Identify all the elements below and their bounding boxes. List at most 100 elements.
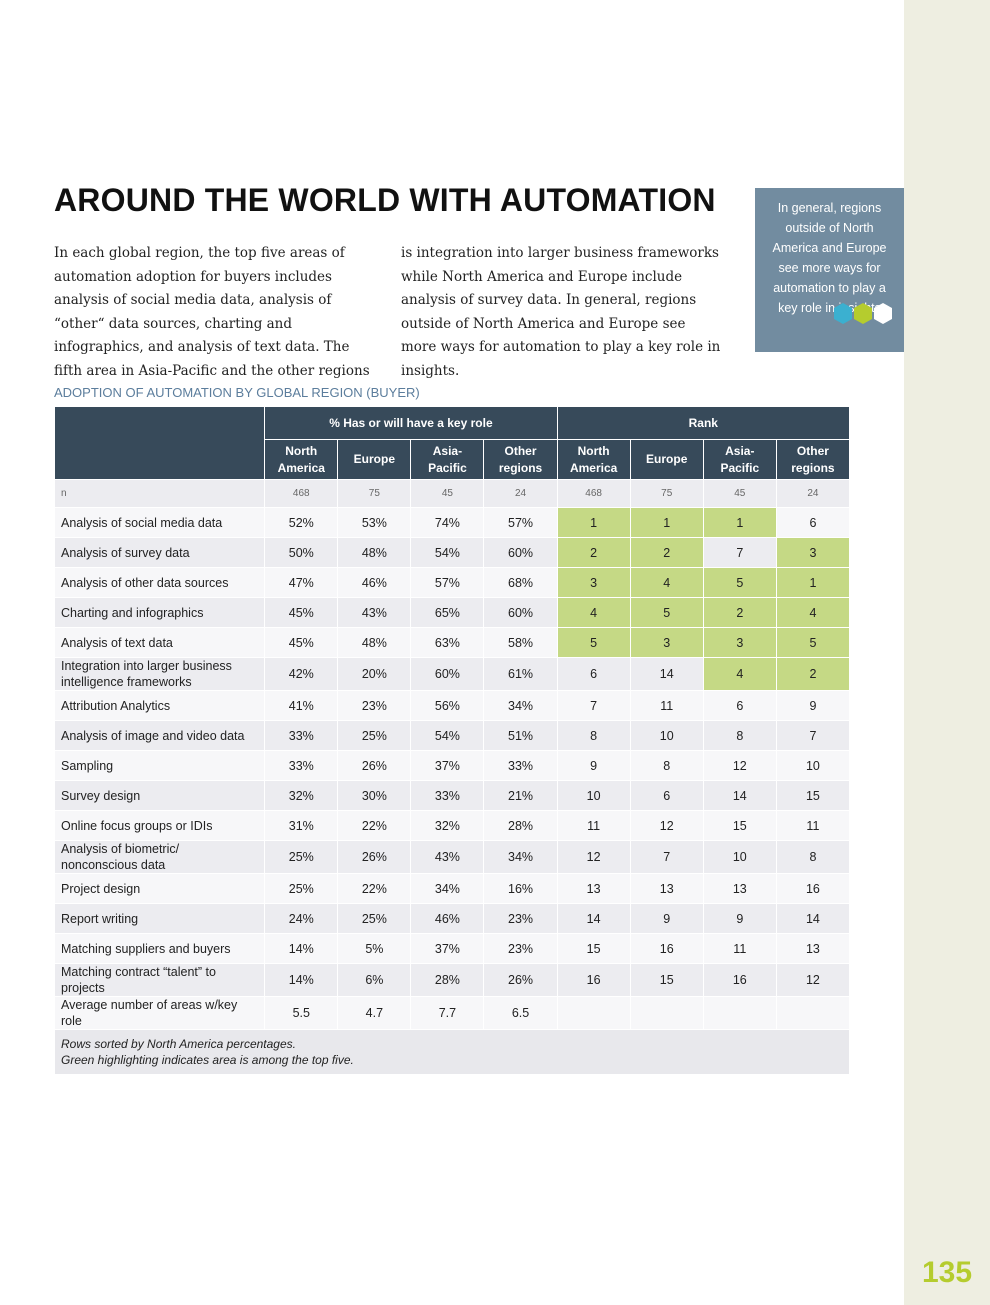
cell: 22%	[337, 810, 412, 841]
cell: 60%	[410, 657, 485, 691]
cell: 4	[702, 657, 777, 691]
cell: 8	[556, 720, 631, 751]
cell	[775, 996, 851, 1030]
cell: 12	[775, 963, 851, 997]
row-label: Analysis of survey data	[53, 537, 266, 568]
table-row: Analysis of other data sources 47% 46% 57% 6…	[53, 567, 851, 598]
cell: 75	[337, 479, 412, 508]
table-row: Analysis of text data 45% 48% 63% 58% 5 3 3 5	[53, 627, 851, 658]
cell: 48%	[337, 627, 412, 658]
cell: 34%	[483, 840, 558, 874]
cell: 26%	[337, 840, 412, 874]
row-label: Project design	[53, 873, 266, 904]
row-label: Average number of areas w/key role	[53, 996, 266, 1030]
cell: 3	[556, 567, 631, 598]
table-row: Project design 25% 22% 34% 16% 13 13 13 16	[53, 873, 851, 904]
cell: 7	[702, 537, 777, 568]
cell: 16	[629, 933, 704, 964]
cell: 1	[629, 507, 704, 538]
header-row: % Has or will have a key role Rank	[53, 406, 851, 480]
cell: 21%	[483, 780, 558, 811]
table-row: Report writing 24% 25% 46% 23% 14 9 9 14	[53, 903, 851, 934]
cell: 24	[775, 479, 851, 508]
cell: 14	[629, 657, 704, 691]
cell: 9	[775, 690, 851, 721]
cell: 54%	[410, 720, 485, 751]
cell: 60%	[483, 537, 558, 568]
row-label: Attribution Analytics	[53, 690, 266, 721]
cell: 8	[629, 750, 704, 781]
cell: 33%	[410, 780, 485, 811]
cell: 25%	[337, 903, 412, 934]
cell: 15	[775, 780, 851, 811]
cell: 6	[629, 780, 704, 811]
cell: 7	[556, 690, 631, 721]
cell: 12	[629, 810, 704, 841]
cell: 7	[629, 840, 704, 874]
header-corner	[53, 406, 266, 480]
cell: 43%	[410, 840, 485, 874]
cell	[556, 996, 631, 1030]
note: Green highlighting indicates area is amo…	[61, 1053, 354, 1067]
row-label: Analysis of text data	[53, 627, 266, 658]
group-header: Rank	[556, 406, 851, 440]
cell: 5%	[337, 933, 412, 964]
row-label: Analysis of image and video data	[53, 720, 266, 751]
table-row: Matching suppliers and buyers 14% 5% 37% 23%…	[53, 933, 851, 964]
cell: 14	[775, 903, 851, 934]
cell: 25%	[337, 720, 412, 751]
cell: 45%	[264, 627, 339, 658]
row-label: Analysis of other data sources	[53, 567, 266, 598]
cell: 3	[629, 627, 704, 658]
cell: 50%	[264, 537, 339, 568]
cell: 9	[702, 903, 777, 934]
page-title: AROUND THE WORLD WITH AUTOMATION	[54, 182, 716, 218]
table-row: Survey design 32% 30% 33% 21% 10 6 14 15	[53, 780, 851, 811]
cell: 31%	[264, 810, 339, 841]
cell: 4	[775, 597, 851, 628]
cell: 10	[556, 780, 631, 811]
cell: 33%	[483, 750, 558, 781]
cell: 16%	[483, 873, 558, 904]
column-header: Asia-Pacific	[702, 439, 777, 480]
table-row: Average number of areas w/key role 5.5 4.7…	[53, 996, 851, 1030]
cell: 45%	[264, 597, 339, 628]
cell: 9	[629, 903, 704, 934]
cell: 1	[775, 567, 851, 598]
cell: 2	[702, 597, 777, 628]
cell: 14	[556, 903, 631, 934]
cell: 6.5	[483, 996, 558, 1030]
side-strip	[904, 0, 990, 1305]
cell: 5	[556, 627, 631, 658]
table-row: Online focus groups or IDIs 31% 22% 32% 28% 1…	[53, 810, 851, 841]
cell: 65%	[410, 597, 485, 628]
cell: 4	[629, 567, 704, 598]
table-caption: ADOPTION OF AUTOMATION BY GLOBAL REGION …	[54, 385, 420, 400]
hexagon	[854, 303, 872, 324]
cell: 4.7	[337, 996, 412, 1030]
cell: 54%	[410, 537, 485, 568]
cell: 25%	[264, 873, 339, 904]
cell: 37%	[410, 933, 485, 964]
cell: 43%	[337, 597, 412, 628]
row-label: Matching contract “talent” to projects	[53, 963, 266, 997]
page-number: 135	[921, 1256, 973, 1289]
cell: 12	[702, 750, 777, 781]
cell: 32%	[410, 810, 485, 841]
row-label: Analysis of social media data	[53, 507, 266, 538]
row-label: Integration into larger business intelli…	[53, 657, 266, 691]
cell: 23%	[337, 690, 412, 721]
cell: 6%	[337, 963, 412, 997]
cell: 7	[775, 720, 851, 751]
cell: 58%	[483, 627, 558, 658]
cell: 48%	[337, 537, 412, 568]
cell: 10	[775, 750, 851, 781]
column-header: Other regions	[483, 439, 558, 480]
cell: 74%	[410, 507, 485, 538]
cell: 14%	[264, 963, 339, 997]
table-row: Analysis of social media data 52% 53% 74% 57…	[53, 507, 851, 538]
cell: 23%	[483, 933, 558, 964]
cell: 16	[775, 873, 851, 904]
row-label: Sampling	[53, 750, 266, 781]
